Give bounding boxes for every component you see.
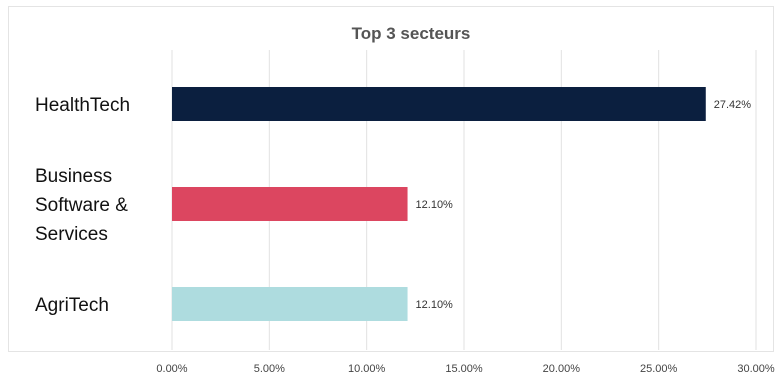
bars (172, 87, 706, 321)
x-tick-label: 0.00% (156, 363, 187, 375)
chart-title: Top 3 secteurs (352, 24, 471, 43)
category-label-line: Business (35, 166, 112, 187)
data-labels: 27.42% 12.10% 12.10% (416, 99, 752, 311)
category-label: HealthTech (35, 95, 130, 116)
chart-frame (8, 6, 774, 352)
category-label-line: Services (35, 224, 108, 245)
category-label-line: Software & (35, 195, 128, 216)
data-label: 27.42% (714, 99, 752, 111)
x-axis-ticks: 0.00% 5.00% 10.00% 15.00% 20.00% 25.00% 30.00% (156, 363, 774, 375)
data-label: 12.10% (416, 299, 454, 311)
category-label: Business Software & Services (35, 166, 128, 245)
x-tick-label: 25.00% (640, 363, 678, 375)
x-tick-label: 30.00% (737, 363, 775, 375)
x-tick-label: 20.00% (543, 363, 581, 375)
category-label-line: AgriTech (35, 295, 109, 316)
data-label: 12.10% (416, 199, 454, 211)
category-labels: HealthTech Business Software & Services Agri… (35, 95, 130, 316)
bar (172, 287, 408, 321)
x-tick-label: 5.00% (254, 363, 285, 375)
x-tick-label: 15.00% (445, 363, 483, 375)
x-tick-label: 10.00% (348, 363, 386, 375)
category-label: AgriTech (35, 295, 109, 316)
bar (172, 87, 706, 121)
bar (172, 187, 408, 221)
category-label-line: HealthTech (35, 95, 130, 116)
